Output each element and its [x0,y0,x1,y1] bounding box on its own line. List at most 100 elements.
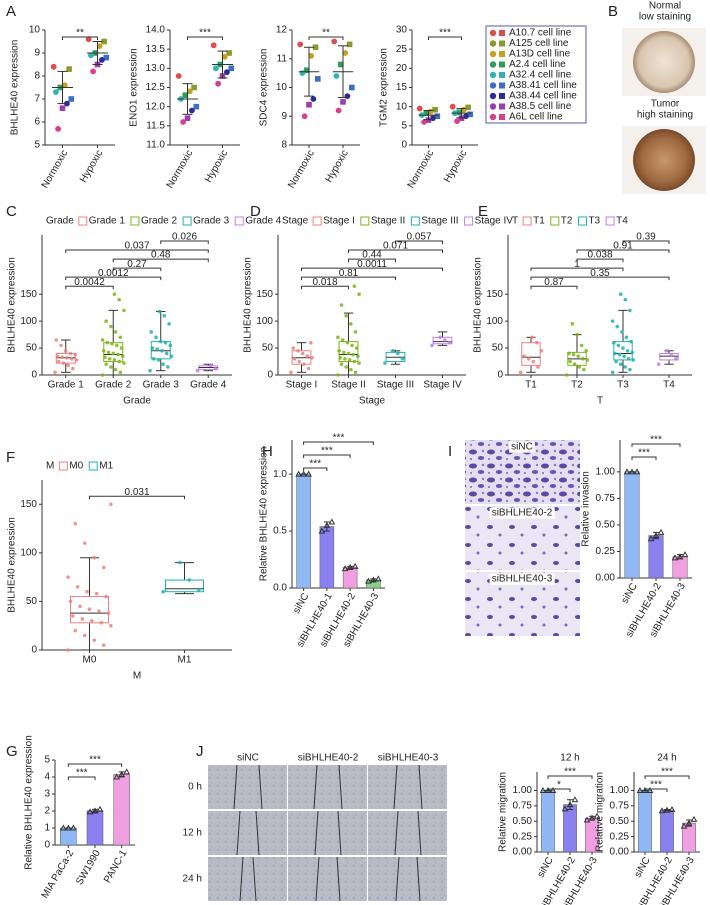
data-point [107,357,112,361]
wound-edge [233,764,238,810]
legend-label: A32.4 cell line [509,70,572,81]
significance-bracket [112,258,209,263]
y-tick-label: 0 [267,370,273,381]
data-point [338,61,344,68]
data-point [291,346,296,350]
wound-image [288,811,367,855]
y-tick-label: 0.5 [273,526,287,537]
data-point [341,565,349,572]
wound-image [208,857,287,901]
data-point [685,819,693,826]
data-point [615,324,620,329]
data-point [99,621,104,625]
data-point [349,367,353,372]
legend-title: M [46,461,54,472]
data-point [82,541,87,545]
panel-letter: G [6,743,18,760]
data-point [306,366,311,371]
data-point [335,107,342,114]
y-tick-label: 0 [497,370,503,381]
y-axis-label: BHLHE40 expression [7,517,18,613]
legend-marker [499,61,505,68]
significance-bracket [65,276,162,281]
x-tick-label: Stage IV [423,380,462,391]
y-tick-label: 50 [262,343,274,354]
data-point [117,359,121,364]
data-point [656,362,661,367]
significance-label: 0.39 [636,232,656,243]
x-tick-label: Hypoxic [78,148,105,184]
significance-label: * [557,780,561,791]
wound-edge [416,856,421,902]
data-point [100,338,105,342]
data-point [416,105,423,112]
data-point [180,119,187,125]
significance-bracket [65,249,209,254]
wound-image [368,765,447,809]
significance-bracket [348,258,396,263]
data-point [613,351,617,356]
data-point [344,365,348,369]
data-point [69,357,74,361]
image-caption: Tumor [651,99,680,110]
y-tick-label: 11.0 [146,140,165,151]
wound-edge [395,856,400,902]
significance-bracket [301,285,349,290]
y-axis-label: SDC4 expression [259,49,270,127]
data-point [73,521,78,526]
data-point [526,357,531,361]
wound-edge [252,856,257,902]
legend-label: T2 [561,216,573,227]
data-point [175,73,182,79]
data-point [628,308,632,313]
data-point [54,338,59,342]
x-tick-label: M1 [178,655,192,666]
data-point [631,358,636,362]
legend-label: Grade 2 [141,216,178,227]
data-point [663,806,671,813]
panel-letter: F [6,449,15,466]
legend-label: M1 [99,461,113,472]
data-point [161,589,165,594]
legend-label: A38.41 cell line [509,80,577,91]
y-tick-label: 13.0 [146,63,166,74]
data-point [610,370,615,375]
wound-edge [338,764,343,810]
data-point [449,103,456,110]
data-point [616,343,621,348]
y-tick-label: 30 [396,25,408,36]
data-point [465,104,471,111]
significance-bracket [62,36,98,40]
data-point [333,73,340,79]
legend-label: A38.5 cell line [509,101,572,112]
significance-bracket [67,776,96,780]
data-point [149,330,154,334]
data-point [539,348,544,353]
x-tick-label: Grade 2 [95,380,132,391]
data-point [671,554,679,561]
data-point [66,648,70,652]
data-point [78,604,82,609]
data-point [365,577,372,584]
data-point [105,340,110,345]
data-point [610,319,615,323]
data-point [340,99,346,105]
y-tick-label: 11 [277,53,288,64]
x-tick-label: siNC [620,581,640,605]
data-point [664,348,669,353]
legend-marker [489,61,497,68]
data-point [104,362,108,367]
data-point [352,359,357,364]
legend-label: A13D cell line [509,49,571,60]
data-point [213,366,218,371]
x-tick-label: Normoxic [286,148,317,190]
data-point [339,303,344,307]
caption-bg [489,573,555,585]
data-point [94,591,99,596]
legend-marker [489,92,497,100]
data-point [66,66,72,72]
significance-label: *** [638,448,650,459]
legend-swatch [78,216,88,226]
